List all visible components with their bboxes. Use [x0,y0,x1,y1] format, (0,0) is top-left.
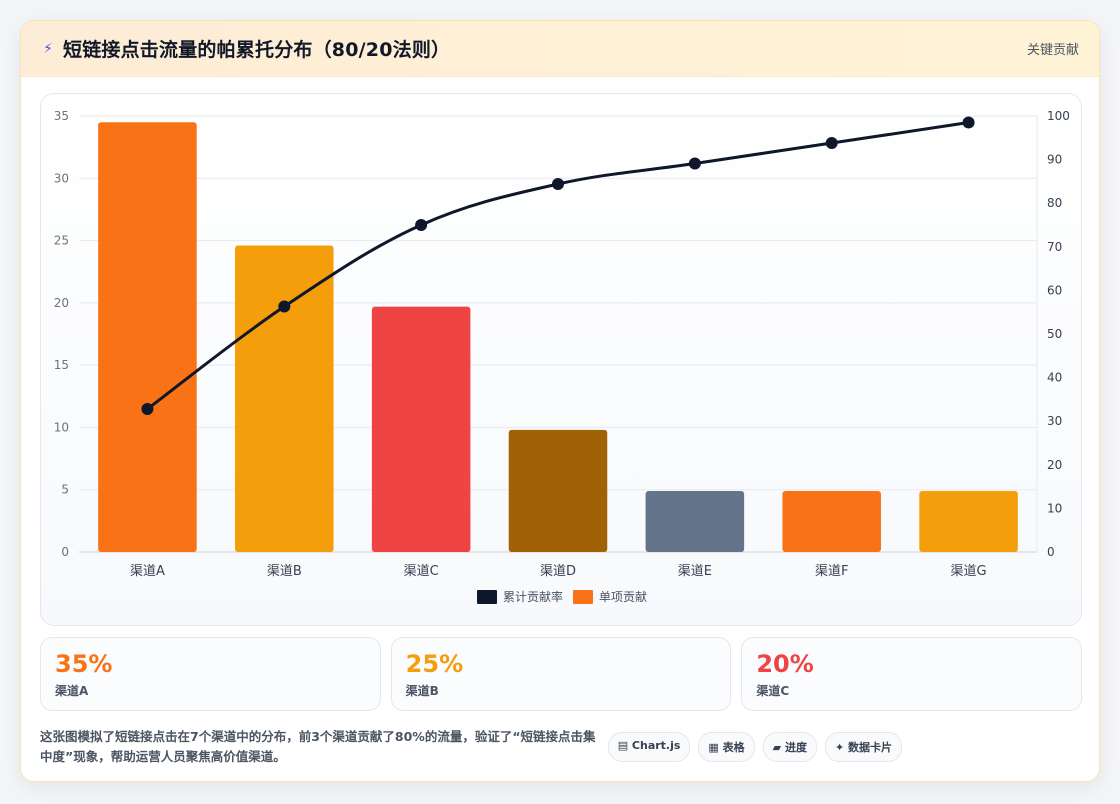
bar [645,490,745,552]
y-right-tick-label: 80 [1047,196,1062,210]
bar [235,245,334,552]
y-left-tick-label: 25 [54,234,69,248]
x-tick-label: 渠道G [951,564,987,579]
y-left-tick-label: 20 [54,296,69,310]
bar [508,429,608,552]
chart-description: 这张图模拟了短链接点击在7个渠道中的分布，前3个渠道贡献了80%的流量，验证了“… [40,729,596,764]
x-tick-label: 渠道C [404,564,439,579]
y-left-tick-label: 10 [54,420,69,434]
cumulative-point [552,178,564,191]
footer: 这张图模拟了短链接点击在7个渠道中的分布，前3个渠道贡献了80%的流量，验证了“… [40,725,1082,769]
stat-label: 渠道C [756,684,790,698]
y-left-tick-label: 35 [54,109,69,123]
legend-label-single: 单项贡献 [599,589,647,604]
tech-chips: ▤ Chart.js ▦ 表格 ▰ 进度 ✦ 数据卡片 [607,732,902,762]
y-left-tick-label: 30 [54,171,69,185]
stat-card: 35% 渠道A [40,637,381,711]
y-right-tick-label: 0 [1047,545,1055,559]
y-right-tick-label: 60 [1047,283,1062,297]
chip-table[interactable]: ▦ 表格 [698,732,755,762]
x-tick-label: 渠道A [130,564,165,579]
legend-swatch-cumulative [477,590,497,604]
bar [371,306,471,552]
stat-value: 35% [55,650,113,678]
stat-value: 20% [756,650,814,678]
cumulative-point [141,402,154,415]
stats-row: 35% 渠道A 25% 渠道B 20% 渠道C [40,637,1083,711]
bar [919,490,1018,552]
key-contribution-tag: 关键贡献 [1026,43,1079,58]
y-left-tick-label: 5 [61,483,69,497]
x-tick-label: 渠道E [678,564,712,579]
cumulative-point [415,219,428,231]
stat-card: 20% 渠道C [741,637,1083,711]
x-tick-label: 渠道B [267,564,302,579]
stat-label: 渠道B [405,684,439,698]
y-right-tick-label: 70 [1047,240,1062,254]
y-right-tick-label: 100 [1047,109,1070,123]
cumulative-point [278,300,291,313]
cumulative-point [962,116,975,129]
x-tick-label: 渠道D [540,564,576,579]
pareto-chart: 0 5 10 15 20 25 30 35 0 10 20 30 40 50 60 70 80 90 100 渠道A 渠… [54,109,1070,604]
stat-label: 渠道A [55,684,89,698]
y-left-tick-label: 0 [61,545,69,559]
y-right-tick-label: 90 [1047,153,1062,167]
y-right-tick-label: 10 [1047,501,1062,515]
card-header: ⚡ 短链接点击流量的帕累托分布（80/20法则） 关键贡献 [21,21,1099,77]
legend-swatch-single [573,590,593,604]
cumulative-point [825,137,838,150]
lightning-icon: ⚡ [43,40,53,57]
y-right-tick-label: 40 [1047,371,1062,385]
page-title: 短链接点击流量的帕累托分布（80/20法则） [63,39,451,61]
chart-card: ⚡ 短链接点击流量的帕累托分布（80/20法则） 关键贡献 0 5 10 15 20 25… [20,20,1100,782]
chip-progress[interactable]: ▰ 进度 [762,732,817,762]
title-wrap: ⚡ 短链接点击流量的帕累托分布（80/20法则） [41,35,450,62]
chip-chartjs[interactable]: ▤ Chart.js [607,732,691,762]
bar [98,122,197,552]
cumulative-point [688,157,701,170]
y-right-tick-label: 20 [1047,458,1062,472]
y-left-tick-label: 15 [54,358,69,372]
x-tick-label: 渠道F [815,564,848,579]
bar [782,490,881,552]
stat-value: 25% [405,650,464,678]
y-right-tick-label: 50 [1047,327,1062,341]
legend-label-cumulative: 累计贡献率 [503,589,563,604]
stat-card: 25% 渠道B [390,637,732,711]
chart-panel: 0 5 10 15 20 25 30 35 0 10 20 30 40 50 60 70 80 90 100 渠道A 渠… [40,93,1082,626]
y-right-tick-label: 30 [1047,414,1062,428]
chip-data-card[interactable]: ✦ 数据卡片 [824,732,902,762]
